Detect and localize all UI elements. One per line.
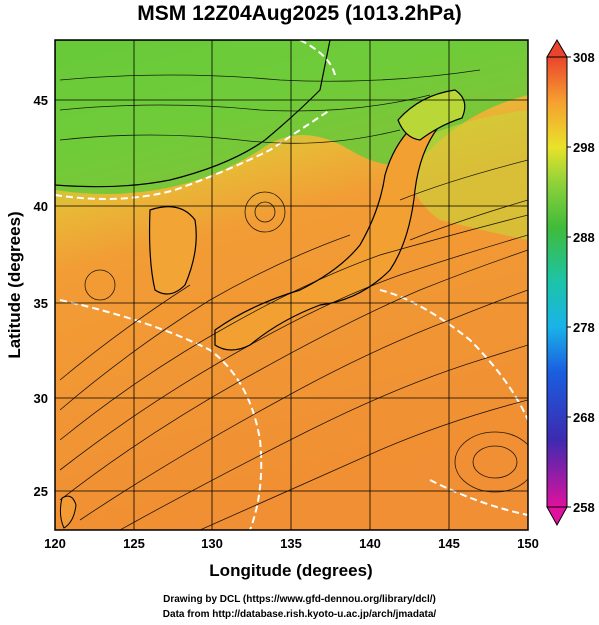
graticule (55, 40, 528, 530)
x-tick-label: 125 (123, 536, 145, 551)
x-tick-label: 135 (280, 536, 302, 551)
colorbar-tick-label: 298 (573, 140, 595, 155)
colorbar-tick-label: 308 (573, 50, 595, 65)
colorbar-min-triangle (546, 506, 568, 527)
data-credit: Data from http://database.rish.kyoto-u.a… (162, 609, 437, 620)
y-tick-label: 25 (34, 484, 48, 499)
hokkaido-land (397, 89, 466, 141)
korea-land (148, 206, 197, 295)
streamlines (59, 69, 528, 530)
x-tick-label: 120 (44, 536, 66, 551)
x-tick-label: 130 (201, 536, 223, 551)
drawing-credit: Drawing by DCL (https://www.gfd-dennou.o… (163, 594, 436, 605)
colorbar-tick-label: 258 (573, 500, 595, 515)
x-axis-label: Longitude (degrees) (209, 561, 372, 580)
colorbar-tick-label: 278 (573, 320, 595, 335)
taiwan-land (59, 495, 77, 529)
plot-frame (54, 39, 529, 531)
continent-land (55, 40, 331, 188)
colorbar-tick-label: 288 (573, 230, 595, 245)
mild-region-east (400, 110, 528, 240)
y-tick-labels: 25 30 35 40 45 (34, 93, 48, 499)
y-tick-label: 45 (34, 93, 48, 108)
y-tick-label: 40 (34, 199, 48, 214)
y-tick-label: 30 (34, 391, 48, 406)
y-tick-label: 35 (34, 296, 48, 311)
map-title: MSM 12Z04Aug2025 (1013.2hPa) (137, 2, 462, 25)
y-axis-label: Latitude (degrees) (5, 211, 24, 358)
x-tick-label: 150 (517, 536, 539, 551)
colorbar-tick-label: 268 (573, 410, 595, 425)
x-tick-label: 145 (438, 536, 460, 551)
x-tick-label: 140 (359, 536, 381, 551)
x-tick-labels: 120 125 130 135 140 145 150 (44, 536, 539, 551)
colorbar: 308 298 288 278 268 258 (546, 39, 595, 527)
temperature-contours (55, 40, 528, 530)
colorbar-max-triangle (546, 39, 568, 58)
